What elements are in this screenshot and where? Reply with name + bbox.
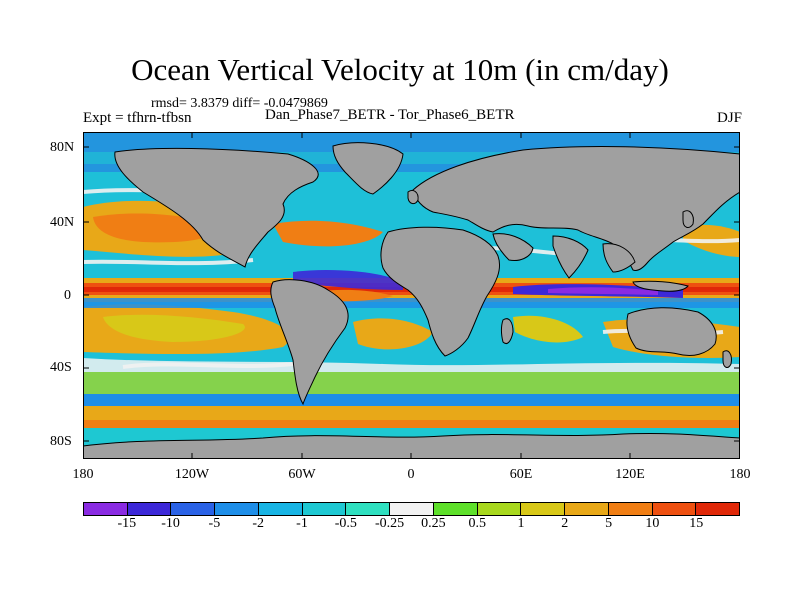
velocity-map <box>83 132 740 459</box>
lat-tick-label: 80N <box>50 140 75 155</box>
colorbar-segment <box>258 503 303 515</box>
colorbar-label: -1 <box>296 516 308 531</box>
season-label: DJF <box>716 110 742 126</box>
lon-tick-label: 0 <box>407 467 415 482</box>
new-zealand-land <box>722 350 732 368</box>
colorbar-segment <box>477 503 522 515</box>
colorbar-segment <box>84 503 128 515</box>
colorbar-segment <box>652 503 697 515</box>
colorbar-label: -5 <box>208 516 221 531</box>
madagascar-land <box>501 318 514 345</box>
lat-tick-label: 40N <box>50 215 75 230</box>
colorbar-label: -2 <box>252 516 265 531</box>
colorbar-label: 2 <box>561 516 569 531</box>
southern-bands <box>83 358 740 442</box>
uk-land <box>407 189 419 205</box>
map-canvas <box>83 132 740 459</box>
lat-tick-label: 0 <box>64 288 71 303</box>
colorbar-segment <box>215 503 259 515</box>
stats-label: rmsd= 3.8379 diff= -0.0479869 <box>151 96 328 111</box>
colorbar-segment <box>521 503 566 515</box>
colorbar <box>83 502 740 516</box>
colorbar-label: -10 <box>161 516 180 531</box>
lon-tick-label: 60W <box>288 467 316 482</box>
colorbar-segment <box>171 503 216 515</box>
india-land <box>552 235 589 279</box>
lon-tick-label: 120W <box>174 467 210 482</box>
difference-label: Dan_Phase7_BETR - Tor_Phase6_BETR <box>265 107 515 123</box>
colorbar-segment <box>127 503 172 515</box>
north-america-land <box>114 147 319 268</box>
colorbar-label: 5 <box>605 516 613 531</box>
colorbar-label: -0.5 <box>334 516 357 531</box>
colorbar-label: -0.25 <box>375 516 405 531</box>
lon-tick-label: 180 <box>729 467 751 482</box>
japan-land <box>682 210 694 228</box>
colorbar-segment <box>565 503 609 515</box>
experiment-label: Expt = tfhrn-tfbsn <box>83 110 192 126</box>
lon-tick-label: 180 <box>72 467 94 482</box>
lat-tick-label: 80S <box>50 434 72 449</box>
colorbar-segment <box>696 503 740 515</box>
colorbar-segment <box>302 503 347 515</box>
colorbar-label: 10 <box>645 516 660 531</box>
colorbar-label: 1 <box>517 516 525 531</box>
greenland-land <box>332 142 404 195</box>
lon-tick-label: 60E <box>509 467 533 482</box>
lon-tick-label: 120E <box>615 467 645 482</box>
south-america-land <box>270 279 349 406</box>
africa-land <box>380 226 501 357</box>
colorbar-segment <box>390 503 434 515</box>
colorbar-label: 15 <box>689 516 704 531</box>
australia-land <box>626 307 717 357</box>
colorbar-label: -15 <box>117 516 137 531</box>
figure-title: Ocean Vertical Velocity at 10m (in cm/da… <box>131 52 669 87</box>
indonesia-land <box>632 280 689 292</box>
colorbar-label: 0.5 <box>468 516 486 531</box>
arabia-land <box>492 233 534 261</box>
eurasia-land <box>412 146 740 271</box>
antarctica-land <box>83 432 740 459</box>
colorbar-label: 0.25 <box>421 516 446 531</box>
lat-tick-label: 40S <box>50 360 72 375</box>
colorbar-segment <box>346 503 391 515</box>
colorbar-segment <box>433 503 478 515</box>
land-masses <box>83 142 740 459</box>
southeast-asia-land <box>602 243 636 273</box>
colorbar-segment <box>608 503 653 515</box>
